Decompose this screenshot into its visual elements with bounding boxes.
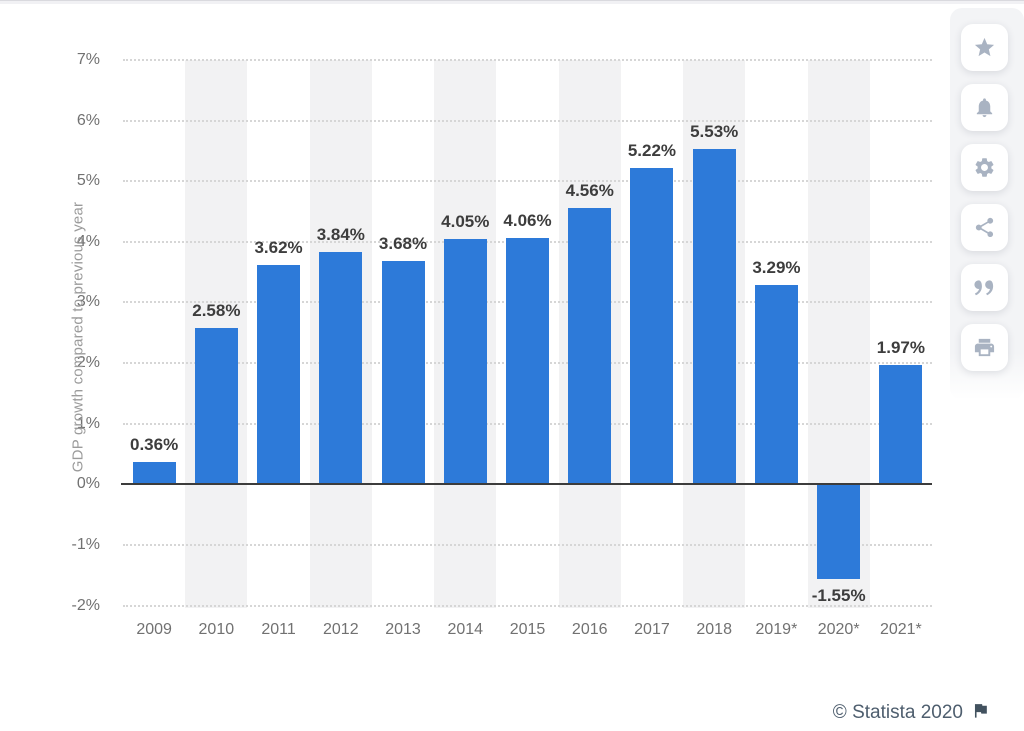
y-tick-label: 1% [76, 414, 100, 432]
bar-value-label: 5.53% [690, 122, 739, 142]
cite-button[interactable] [961, 264, 1008, 311]
bar-value-label: 3.29% [752, 257, 801, 277]
bar[interactable] [568, 207, 612, 485]
bar[interactable] [132, 462, 176, 485]
y-tick-label: 6% [76, 111, 100, 129]
top-border-strip [0, 0, 1024, 4]
gridline [123, 180, 932, 183]
y-tick-label: 7% [76, 51, 100, 68]
gridline [123, 543, 932, 546]
x-tick-label: 2010 [198, 621, 235, 638]
gear-icon [975, 158, 994, 177]
bar-value-label: 4.56% [565, 180, 614, 200]
star-icon [974, 37, 995, 57]
print-button[interactable] [961, 324, 1008, 371]
y-axis-title: GDP growth compared to previous year [69, 201, 87, 473]
bar[interactable] [817, 485, 861, 580]
bar[interactable] [194, 327, 238, 485]
y-tick-label: 4% [76, 232, 100, 250]
bar-value-label: 4.05% [441, 211, 490, 231]
gridline [123, 59, 932, 61]
x-tick-label: 2009 [136, 621, 172, 638]
zero-axis-line [121, 483, 932, 486]
copyright-text: © Statista 2020 [832, 702, 963, 723]
bar[interactable] [381, 261, 425, 485]
x-tick-label: 2014 [447, 621, 484, 638]
bar-value-label: 2.58% [192, 300, 241, 320]
share-button[interactable] [961, 204, 1008, 251]
bar[interactable] [754, 284, 798, 485]
bar[interactable] [630, 167, 674, 485]
bar-value-label: 4.06% [503, 211, 552, 231]
print-icon [974, 338, 995, 357]
bell-icon [976, 98, 993, 118]
flag-icon [971, 701, 990, 725]
bar-value-label: 3.68% [378, 234, 428, 254]
x-tick-label: 2016 [571, 621, 608, 638]
x-tick-label: 2013 [385, 621, 421, 638]
favorite-button[interactable] [961, 24, 1008, 71]
flag-icon [974, 704, 987, 718]
footer: © Statista 2020 [833, 701, 990, 725]
x-tick-label: 2018 [696, 621, 732, 638]
bar[interactable] [257, 264, 301, 485]
bar-value-label: 0.36% [130, 435, 179, 455]
bar-value-label: 5.22% [627, 140, 677, 160]
x-tick-label: 2019* [755, 621, 798, 638]
x-tick-label: 2012 [323, 621, 359, 638]
bar-value-label: 3.84% [316, 224, 365, 244]
bar-value-label: 3.62% [254, 237, 303, 257]
bar[interactable] [506, 238, 549, 485]
quote-icon [974, 280, 994, 296]
x-tick-label: 2011 [261, 621, 296, 638]
x-tick-label: 2021* [879, 621, 922, 638]
bar-value-label: -1.55% [811, 586, 866, 606]
x-tick-label: 2020* [817, 621, 860, 638]
bar[interactable] [692, 149, 736, 485]
bar[interactable] [879, 364, 923, 485]
x-tick-label: 2015 [509, 621, 546, 638]
y-tick-label: 2% [76, 354, 100, 372]
share-icon [975, 217, 994, 238]
y-tick-label: -2% [71, 596, 100, 614]
x-tick-label: 2017 [634, 621, 670, 638]
settings-button[interactable] [961, 144, 1008, 191]
y-tick-label: 0% [76, 475, 100, 493]
gridline [123, 119, 932, 122]
bar[interactable] [319, 251, 363, 485]
bar[interactable] [443, 238, 487, 485]
notifications-button[interactable] [961, 84, 1008, 131]
y-tick-label: -1% [71, 535, 100, 553]
y-tick-label: 5% [76, 172, 100, 190]
bar-value-label: 1.97% [876, 337, 925, 357]
gridline [123, 604, 932, 607]
y-tick-label: 3% [76, 293, 100, 311]
